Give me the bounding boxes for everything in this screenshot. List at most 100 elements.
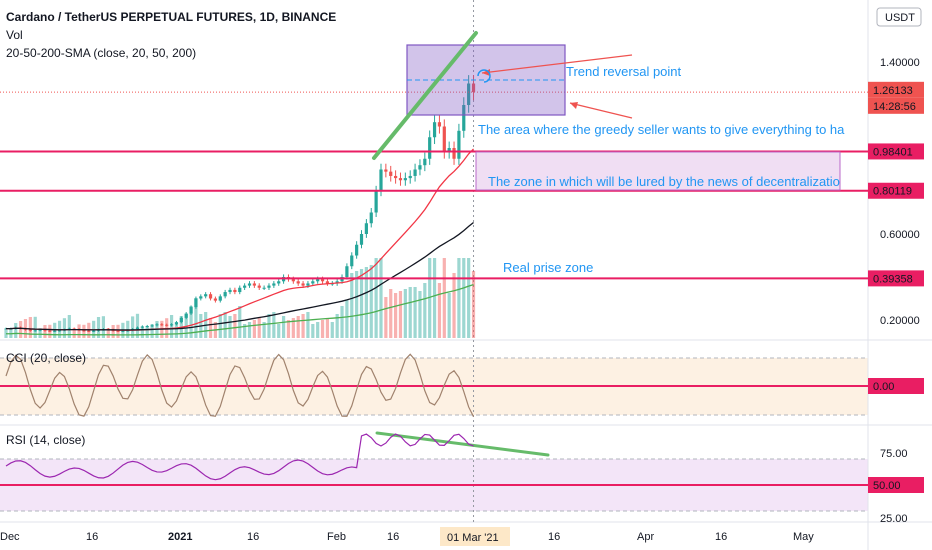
candle-body (204, 294, 208, 297)
candle-body (306, 283, 310, 286)
candle-body (179, 317, 183, 323)
volume-bar (257, 318, 261, 338)
volume-bar (14, 323, 18, 338)
volume-bar (33, 316, 37, 338)
candle-body (423, 158, 427, 166)
candle-body (452, 148, 456, 159)
level-low-badge-bg (868, 270, 924, 287)
volume-bar (335, 314, 339, 338)
arrow-head (570, 102, 578, 109)
volume-bar (428, 258, 432, 338)
annotation-greedy-seller: The area where the greedy seller wants t… (478, 122, 845, 137)
volume-bar (291, 318, 295, 338)
candle-body (28, 329, 32, 331)
candle-body (199, 296, 203, 299)
volume-bar (281, 316, 286, 338)
volume-bar (403, 289, 407, 338)
candle-body (243, 285, 247, 288)
candle-body (155, 324, 159, 326)
candle-body (165, 324, 169, 326)
candle-body (252, 283, 256, 286)
sma-legend: 20-50-200-SMA (close, 20, 50, 200) (6, 46, 197, 60)
candle-body (140, 326, 144, 328)
candle-body (38, 329, 42, 331)
cci-zero-badge-bg (868, 378, 924, 394)
volume-bar (72, 328, 76, 338)
candle-body (82, 330, 86, 332)
time-axis-label: May (793, 531, 814, 543)
current-date-badge: 01 Mar '21 (447, 532, 499, 544)
rsi-tick-label: 25.00 (880, 513, 908, 525)
volume-bar (101, 316, 105, 338)
volume-bar (189, 306, 193, 338)
level-high-badge-bg (868, 143, 924, 160)
rsi-mid-badge-bg (868, 477, 924, 493)
volume-bar (394, 293, 398, 338)
sma-200-line (6, 283, 474, 336)
level-high-badge: 0.98401 (873, 146, 913, 158)
arrow-line (569, 102, 633, 119)
annotation-lured-zone: The zone in which will be lured by the n… (488, 174, 840, 189)
candle-body (442, 126, 446, 153)
countdown-badge: 14:28:56 (873, 101, 916, 113)
candle-body (228, 289, 232, 293)
candle-body (457, 130, 461, 159)
volume-bar (418, 291, 422, 338)
volume-bar (194, 298, 198, 338)
volume-bar (384, 297, 388, 338)
rsi-line (5, 433, 474, 481)
candle-body (369, 212, 373, 224)
candle-body (462, 105, 466, 131)
volume-bar (301, 314, 305, 338)
volume-legend: Vol (6, 28, 23, 42)
volume-bar (233, 314, 237, 338)
volume-bar (238, 306, 242, 338)
candle-body (398, 178, 403, 181)
sma-50-line (6, 221, 474, 331)
volume-bar (364, 267, 368, 338)
candle-body (403, 178, 407, 181)
volume-bar (408, 287, 412, 338)
volume-bar (311, 324, 315, 338)
annotation-trend-reversal: Trend reversal point (566, 64, 682, 79)
volume-bar (252, 320, 256, 338)
volume-bar (447, 293, 451, 338)
candle-body (233, 289, 237, 293)
volume-bar (223, 312, 227, 338)
volume-bar (325, 318, 330, 338)
volume-bar (140, 327, 144, 338)
candle-body (467, 83, 471, 105)
candle-body (316, 279, 320, 282)
volume-bar (330, 322, 334, 338)
volume-bar (62, 318, 67, 338)
volume-bar (247, 322, 252, 338)
candle-body (447, 148, 451, 153)
candle-body (432, 122, 437, 138)
time-axis-label: 16 (387, 531, 399, 543)
candle-body (428, 137, 432, 159)
volume-bar (228, 316, 232, 338)
volume-bar (286, 320, 291, 338)
candle-body (291, 279, 295, 282)
candle-body (437, 122, 442, 127)
candle-body (277, 281, 281, 284)
candle-body (160, 324, 164, 326)
volume-bar (296, 316, 300, 338)
volume-bar (374, 258, 378, 338)
volume-bar (208, 318, 213, 338)
time-axis-label: 16 (548, 531, 560, 543)
reversal-box (406, 44, 566, 116)
candle-body (43, 329, 47, 331)
time-axis-label: 2021 (168, 531, 192, 543)
volume-bar (145, 326, 149, 338)
volume-bar (106, 328, 110, 338)
rsi-mid-badge: 50.00 (873, 480, 901, 492)
time-axis-label: 16 (247, 531, 259, 543)
cci-zero-badge: 0.00 (873, 381, 894, 393)
candle-body (53, 330, 57, 332)
lured-zone-box (475, 151, 841, 191)
volume-bar (316, 322, 320, 338)
candle-body (57, 330, 62, 332)
volume-bar (462, 258, 466, 338)
level-mid-badge-bg (868, 182, 924, 199)
